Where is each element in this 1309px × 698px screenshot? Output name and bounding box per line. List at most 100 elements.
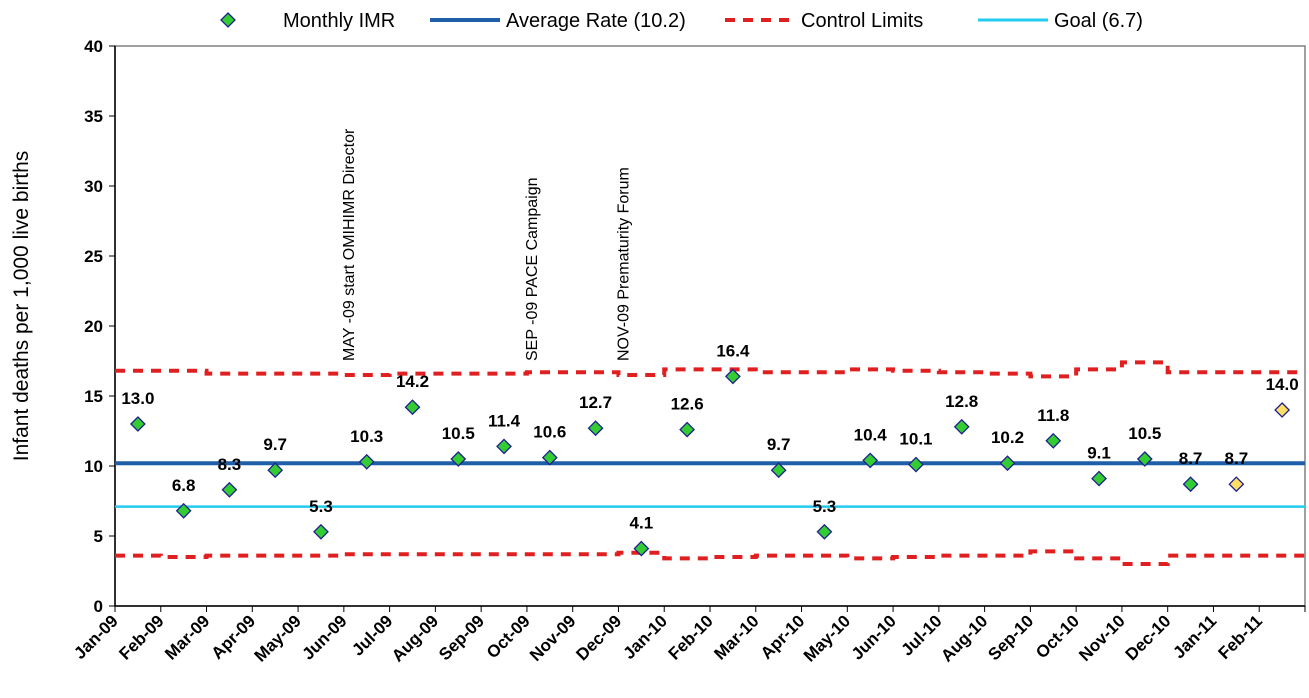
data-point — [496, 438, 512, 455]
data-point — [221, 481, 238, 498]
event-annotation: SEP -09 PACE Campaign — [524, 178, 541, 362]
data-point — [862, 452, 879, 469]
data-point — [129, 416, 146, 432]
x-tick-label: Sep-09 — [435, 611, 488, 664]
x-tick-label: Mar-09 — [161, 611, 213, 663]
data-label: 9.1 — [1087, 444, 1111, 463]
x-tick-label: Apr-10 — [757, 611, 809, 663]
data-label: 8.7 — [1179, 449, 1203, 468]
x-tick-label: Nov-10 — [1075, 611, 1129, 665]
data-point — [679, 421, 696, 438]
x-tick-label: Jun-10 — [848, 611, 900, 663]
data-label: 5.3 — [309, 497, 333, 516]
x-tick-label: Sep-10 — [984, 611, 1037, 664]
y-tick-label: 15 — [84, 387, 103, 406]
data-point — [908, 456, 924, 473]
x-tick-label: Feb-11 — [1215, 611, 1267, 663]
data-label: 8.3 — [218, 455, 242, 474]
data-label: 12.8 — [945, 392, 978, 411]
x-tick-label: May-09 — [251, 611, 305, 665]
data-label: 6.8 — [172, 476, 196, 495]
data-point — [1228, 476, 1245, 493]
legend-label-goal: Goal (6.7) — [1054, 10, 1143, 32]
chart-legend: Monthly IMR Average Rate (10.2) Control Li… — [220, 10, 1143, 32]
data-point — [313, 523, 329, 540]
data-label: 10.3 — [350, 427, 383, 446]
data-point — [953, 418, 970, 435]
x-tick-label: Jan-09 — [70, 611, 122, 663]
x-tick-label: Oct-09 — [483, 611, 534, 662]
event-annotation: NOV-09 Prematurity Forum — [615, 167, 632, 361]
legend-label-average-rate: Average Rate (10.2) — [506, 10, 686, 32]
legend-label-control-limits: Control Limits — [801, 10, 923, 32]
lower-control-limit-line — [115, 549, 1305, 566]
data-point — [816, 523, 833, 540]
data-label: 16.4 — [716, 341, 750, 360]
data-point — [1182, 476, 1199, 493]
data-point — [999, 455, 1016, 472]
data-label: 14.0 — [1266, 375, 1299, 394]
y-axis-title: Infant deaths per 1,000 live births — [10, 151, 33, 462]
data-label: 9.7 — [767, 435, 791, 454]
data-label: 5.3 — [813, 497, 837, 516]
plot-frame — [114, 45, 1306, 607]
data-label: 10.6 — [533, 423, 566, 442]
y-tick-label: 10 — [84, 457, 103, 476]
data-point — [267, 462, 284, 479]
y-tick-label: 40 — [84, 37, 103, 56]
data-point — [358, 453, 375, 470]
data-point — [450, 451, 467, 467]
x-tick-label: Jun-09 — [298, 611, 350, 663]
y-tick-label: 20 — [84, 317, 103, 336]
data-point — [404, 399, 421, 416]
x-tick-label: Oct-10 — [1032, 611, 1083, 662]
legend-marker-monthly-imr — [220, 12, 236, 28]
y-tick-label: 35 — [84, 107, 103, 126]
data-point — [770, 462, 787, 479]
y-tick-label: 0 — [94, 597, 103, 616]
data-label: 13.0 — [121, 389, 154, 408]
data-label: 10.4 — [854, 425, 888, 444]
data-label: 10.5 — [442, 424, 475, 443]
x-tick-label: Feb-09 — [115, 611, 167, 663]
x-tick-label: Apr-09 — [208, 611, 260, 663]
data-label: 10.2 — [991, 428, 1024, 447]
data-point — [1091, 470, 1107, 487]
legend-label-monthly-imr: Monthly IMR — [283, 10, 395, 32]
data-label: 12.7 — [579, 393, 612, 412]
y-tick-label: 5 — [94, 527, 103, 546]
x-tick-label: Jan-11 — [1169, 611, 1220, 662]
x-tick-label: Dec-09 — [572, 611, 625, 664]
data-point — [1274, 402, 1291, 418]
data-label: 14.2 — [396, 372, 429, 391]
plot-area: 0 5 10 15 20 25 30 35 40 Jan-09Feb-09Mar-09Apr-09… — [70, 37, 1306, 666]
event-annotation: MAY -09 start OMIHIMR Director — [341, 128, 358, 361]
data-point — [1136, 451, 1153, 467]
x-tick-label: May-10 — [800, 611, 854, 665]
data-label: 12.6 — [671, 395, 704, 414]
x-tick-label: Nov-09 — [526, 611, 580, 665]
x-tick-label: Dec-10 — [1122, 611, 1175, 664]
data-label: 9.7 — [263, 435, 287, 454]
data-point — [541, 449, 558, 466]
data-label: 11.8 — [1037, 406, 1069, 425]
y-tick-label: 30 — [84, 177, 103, 196]
data-point — [724, 368, 741, 385]
y-tick-label: 25 — [84, 247, 103, 266]
data-label: 8.7 — [1225, 449, 1249, 468]
x-tick-label: Jan-10 — [620, 611, 672, 663]
data-point — [1045, 432, 1062, 449]
data-label: 4.1 — [630, 514, 654, 533]
x-tick-label: Aug-10 — [937, 611, 991, 665]
data-label: 10.1 — [899, 430, 932, 449]
data-point — [587, 420, 604, 437]
upper-control-limit-line — [115, 360, 1305, 379]
data-label: 11.4 — [488, 411, 521, 430]
data-label: 10.5 — [1128, 424, 1161, 443]
x-tick-label: Aug-09 — [388, 611, 442, 665]
y-axis-title-group: Infant deaths per 1,000 live births — [10, 151, 33, 462]
x-tick-label: Mar-10 — [710, 611, 762, 663]
data-point — [175, 502, 192, 519]
